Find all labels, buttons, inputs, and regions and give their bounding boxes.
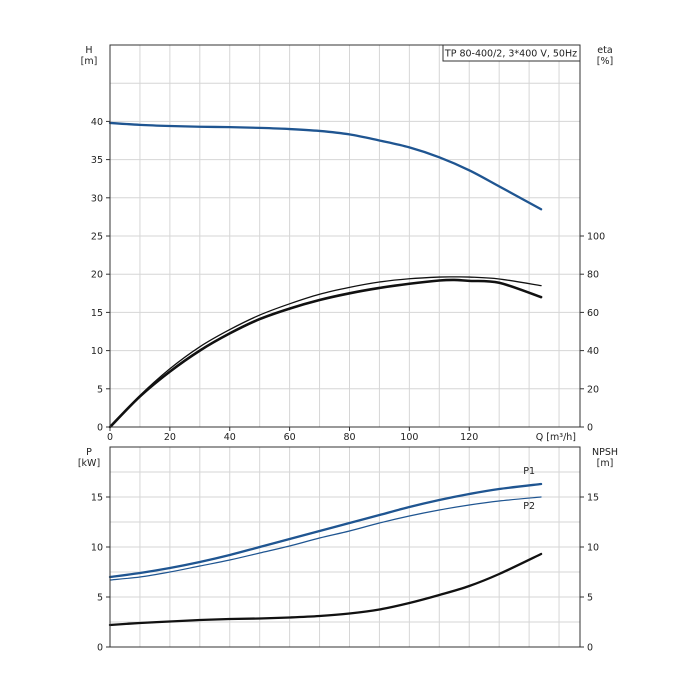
right-tick-label: 0	[587, 643, 593, 654]
left-tick-label: 15	[91, 308, 103, 319]
left-tick-label: 5	[97, 593, 103, 604]
x-tick-label: 120	[460, 432, 478, 443]
left-tick-label: 0	[97, 423, 103, 434]
right-tick-label: 80	[587, 270, 599, 281]
left-tick-label: 40	[91, 117, 103, 128]
left-tick-label: 25	[91, 232, 103, 243]
x-tick-label: 60	[284, 432, 296, 443]
series-label-p2: P2	[523, 501, 535, 512]
left-tick-label: 30	[91, 193, 103, 204]
right-tick-label: 60	[587, 308, 599, 319]
right-tick-label: 0	[587, 423, 593, 434]
right-tick-label: 10	[587, 543, 599, 554]
right-tick-label: 40	[587, 346, 599, 357]
frame-layer	[106, 44, 584, 648]
right-axis-label: eta	[597, 45, 612, 56]
left-tick-label: 10	[91, 346, 103, 357]
series-line-bottom-2	[108, 552, 543, 627]
right-tick-label: 20	[587, 384, 599, 395]
x-tick-label: 0	[107, 432, 113, 443]
left-tick-label: 0	[97, 643, 103, 654]
x-tick-label: 40	[224, 432, 236, 443]
left-axis-label: [kW]	[78, 458, 100, 469]
right-tick-label: 100	[587, 232, 605, 243]
series-label-p1: P1	[523, 466, 535, 477]
series-layer	[108, 121, 543, 627]
left-tick-label: 20	[91, 270, 103, 281]
x-tick-label: 20	[164, 432, 176, 443]
chart-title: TP 80-400/2, 3*400 V, 50Hz	[444, 49, 577, 60]
left-axis-label: P	[86, 447, 92, 458]
left-tick-label: 35	[91, 155, 103, 166]
x-tick-label: 80	[343, 432, 355, 443]
x-tick-label: 100	[400, 432, 418, 443]
series-line-top-1	[108, 278, 543, 429]
series-line-top-0	[108, 121, 543, 211]
right-axis-label: [m]	[597, 458, 614, 469]
series-line-bottom-0	[108, 482, 543, 579]
series-line-bottom-1	[109, 496, 542, 581]
x-axis-label: Q [m³/h]	[536, 432, 576, 443]
left-tick-label: 15	[91, 493, 103, 504]
title-box	[442, 44, 581, 62]
series-line-top-2	[109, 276, 542, 428]
left-axis-label: [m]	[81, 56, 98, 67]
right-tick-label: 15	[587, 493, 599, 504]
right-axis-label: NPSH	[592, 447, 618, 458]
left-tick-label: 5	[97, 384, 103, 395]
grid-layer	[110, 45, 580, 647]
right-axis-label: [%]	[597, 56, 613, 67]
left-tick-label: 10	[91, 543, 103, 554]
left-axis-label: H	[85, 45, 92, 56]
right-tick-label: 5	[587, 593, 593, 604]
